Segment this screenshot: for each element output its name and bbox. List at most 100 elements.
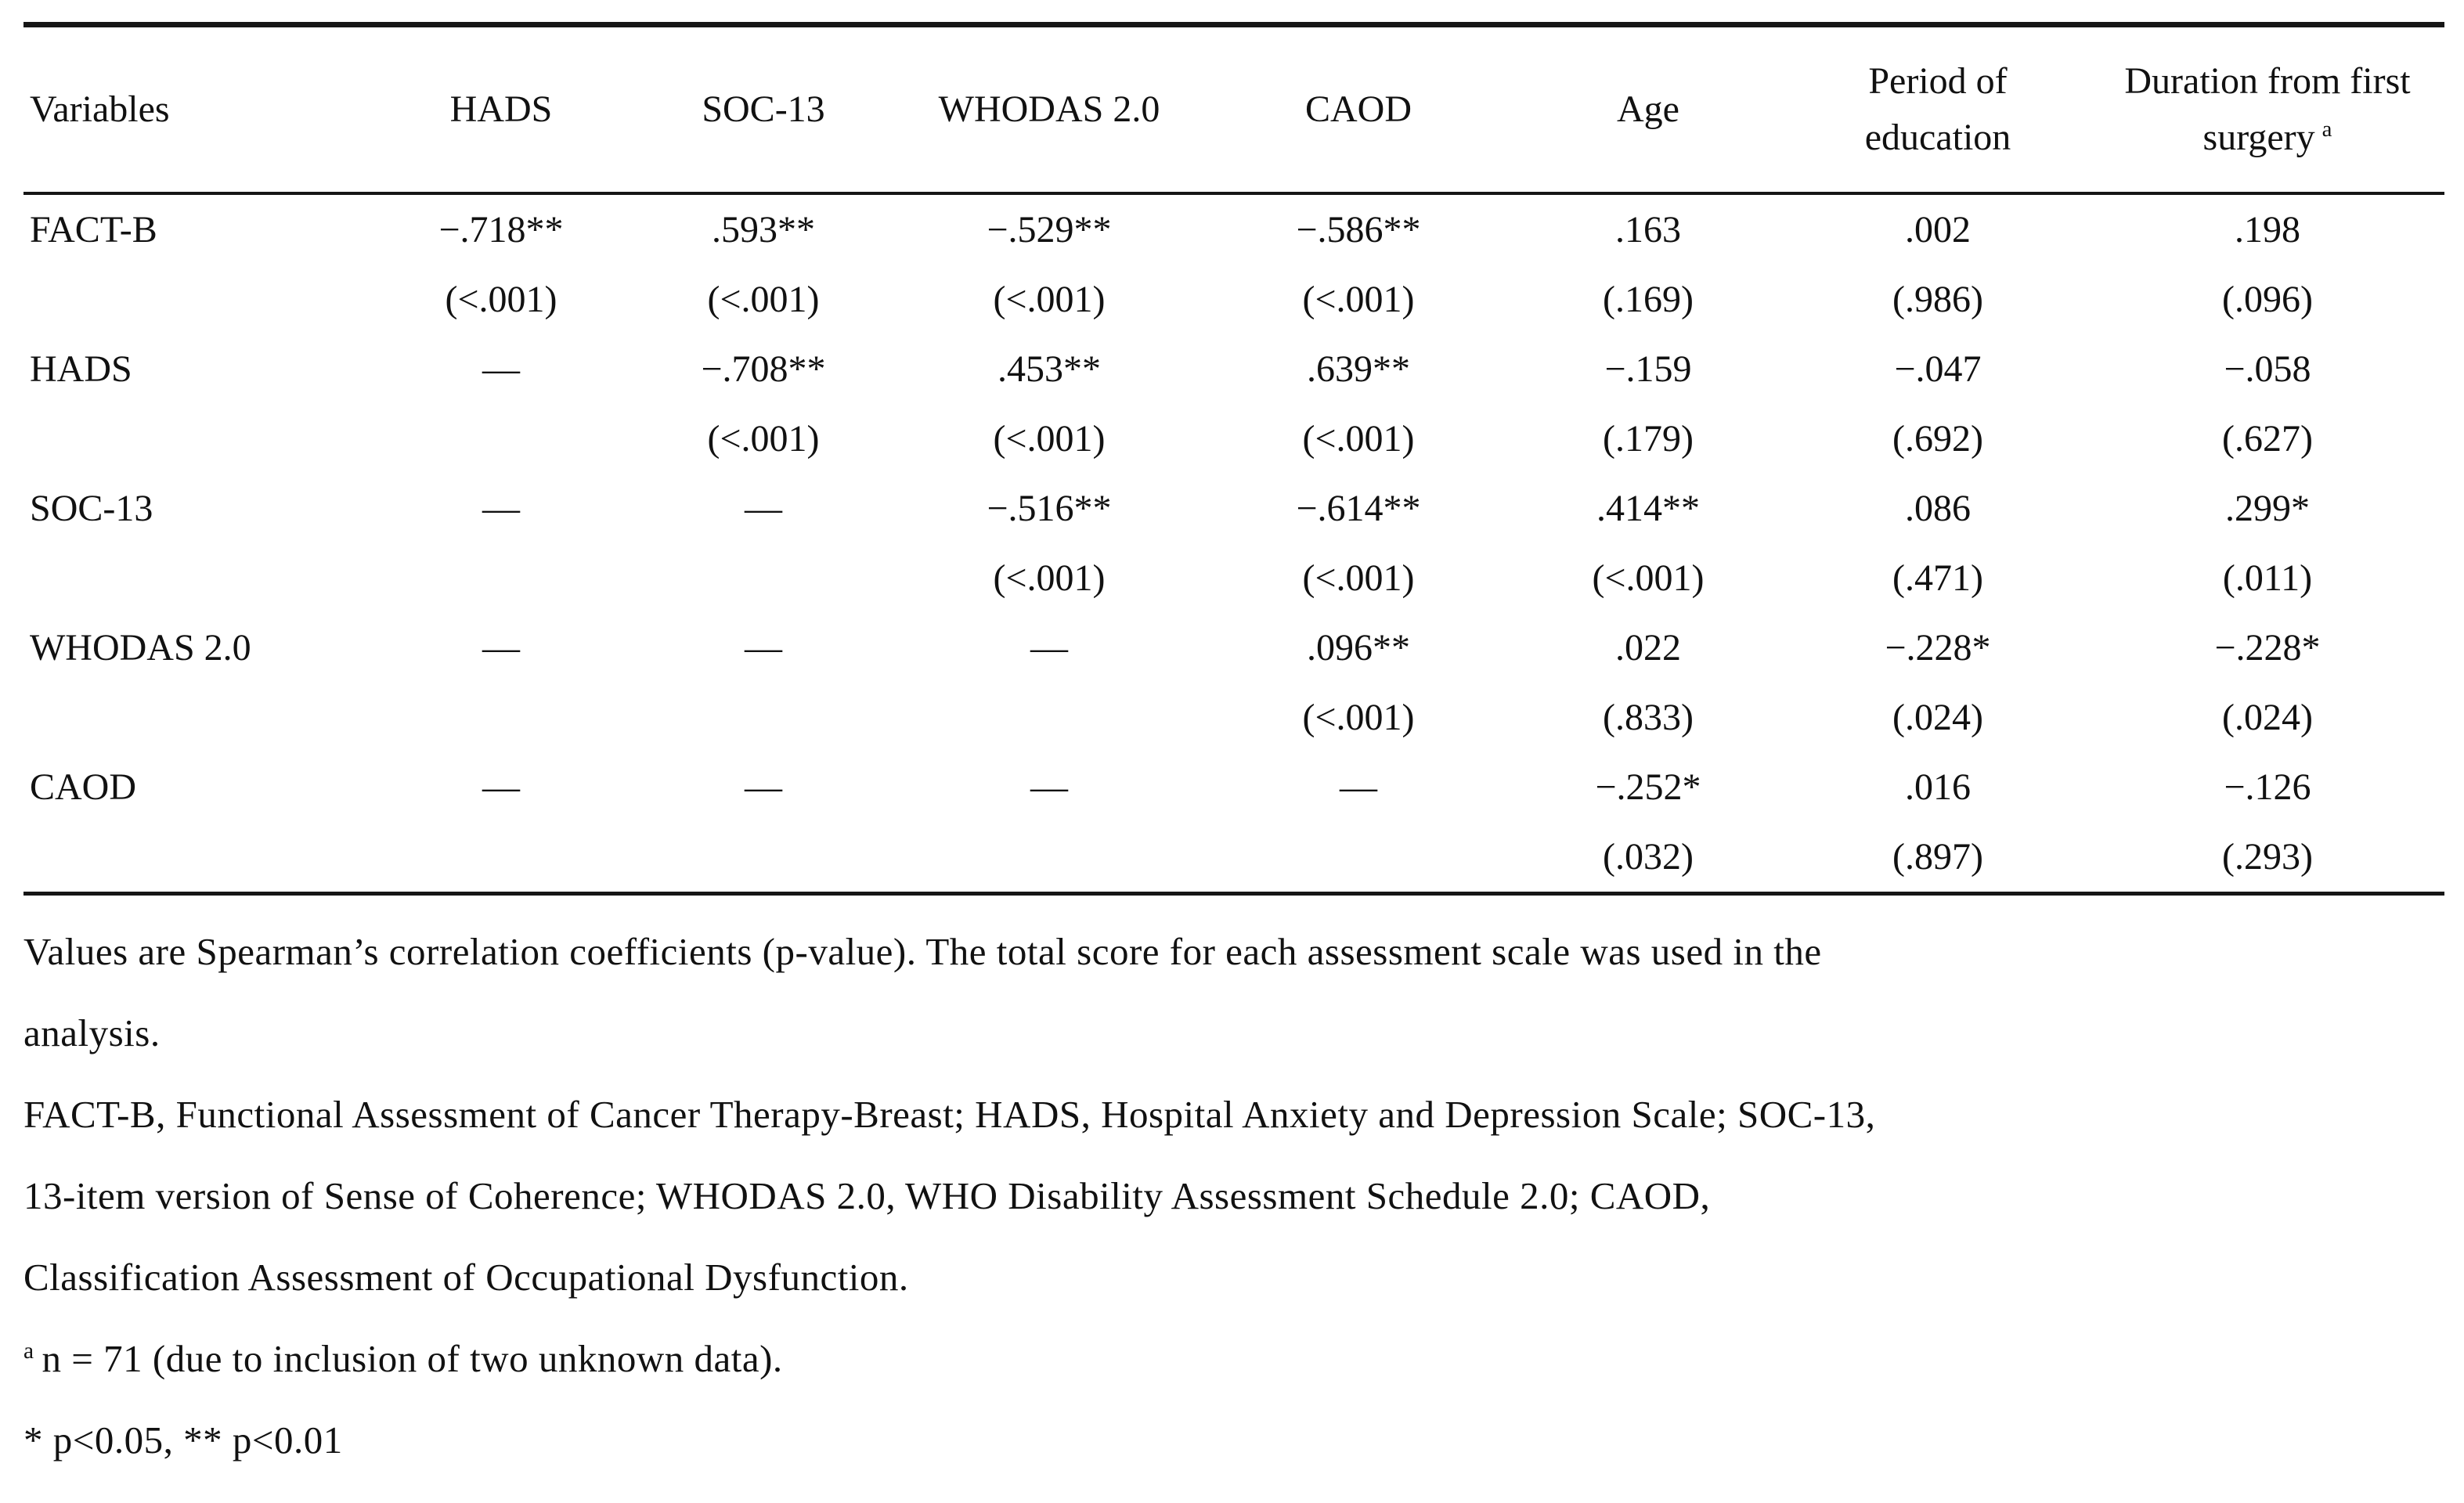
footnote-line: 13-item version of Sense of Coherence; W… [23, 1155, 2444, 1237]
coefficient-value: — [745, 488, 782, 529]
coefficient-value: .414** [1596, 488, 1700, 529]
coefficient-value: −.228* [2214, 627, 2321, 669]
p-value: (<.001) [707, 279, 820, 320]
column-header: Variables [23, 25, 368, 194]
coefficient-value: −.614** [1296, 488, 1421, 529]
coefficient-value: .163 [1615, 209, 1681, 250]
data-cell: −.516** (<.001) [893, 474, 1206, 613]
p-value: (.011) [2222, 557, 2313, 599]
data-cell: .639** (<.001) [1206, 334, 1511, 474]
variable-label: CAOD [30, 766, 137, 808]
table-row: HADS — −.708** (<.001) .453** (<.001) .6… [23, 334, 2444, 474]
column-header-label: HADS [449, 88, 553, 130]
data-cell: −.718** (<.001) [368, 193, 634, 334]
p-value [368, 822, 634, 892]
coefficient-value: — [745, 766, 782, 808]
footnote-text: n = 71 (due to inclusion of two unknown … [41, 1337, 783, 1380]
coefficient-value: .086 [1905, 488, 1971, 529]
data-cell: −.159 (.179) [1511, 334, 1785, 474]
coefficient-value: −.718** [438, 209, 564, 250]
variable-cell: FACT-B [23, 193, 368, 334]
header-row: Variables HADS SOC-13 WHODAS 2.0 CAOD Age Peri… [23, 25, 2444, 194]
p-value: (<.001) [445, 279, 557, 320]
p-value: (.024) [2222, 697, 2313, 738]
footnote-text: analysis. [23, 1011, 161, 1054]
data-cell: — [368, 752, 634, 894]
data-cell: −.708** (<.001) [634, 334, 893, 474]
column-header: Period of education [1785, 25, 2091, 194]
data-cell: .022 (.833) [1511, 613, 1785, 752]
column-header-label: Variables [30, 88, 170, 130]
p-value: (<.001) [1302, 279, 1415, 320]
coefficient-value: −.159 [1604, 348, 1692, 390]
coefficient-value: −.228* [1885, 627, 1991, 669]
p-value: (.293) [2222, 836, 2313, 878]
data-cell: −.047 (.692) [1785, 334, 2091, 474]
variable-label: FACT-B [30, 209, 157, 250]
data-cell: .163 (.169) [1511, 193, 1785, 334]
column-header: Age [1511, 25, 1785, 194]
data-cell: .016 (.897) [1785, 752, 2091, 894]
coefficient-value: .022 [1615, 627, 1681, 669]
data-cell: — [634, 752, 893, 894]
data-cell: — [368, 613, 634, 752]
p-value [634, 543, 893, 613]
coefficient-value: −.708** [701, 348, 826, 390]
data-cell: −.586** (<.001) [1206, 193, 1511, 334]
column-header: HADS [368, 25, 634, 194]
coefficient-value: — [482, 488, 520, 529]
data-cell: .593** (<.001) [634, 193, 893, 334]
p-value: (.692) [1892, 418, 1983, 460]
variable-cell: CAOD [23, 752, 368, 894]
data-cell: −.614** (<.001) [1206, 474, 1511, 613]
p-value [634, 683, 893, 752]
footnote-line: * p<0.05, ** p<0.01 [23, 1400, 2444, 1481]
p-value: (.169) [1603, 279, 1694, 320]
p-value [893, 822, 1206, 892]
p-value: (.179) [1603, 418, 1694, 460]
data-cell: −.252* (.032) [1511, 752, 1785, 894]
p-value: (<.001) [993, 418, 1106, 460]
p-value: (<.001) [993, 557, 1106, 599]
table-row: FACT-B −.718** (<.001) .593** (<.001) −.… [23, 193, 2444, 334]
coefficient-value: .453** [998, 348, 1101, 390]
data-cell: .453** (<.001) [893, 334, 1206, 474]
variable-cell: HADS [23, 334, 368, 474]
data-cell: .086 (.471) [1785, 474, 2091, 613]
coefficient-value: −.252* [1595, 766, 1701, 808]
p-value [368, 543, 634, 613]
coefficient-value: .299* [2225, 488, 2310, 529]
coefficient-value: −.516** [987, 488, 1112, 529]
data-cell: −.228* (.024) [2091, 613, 2444, 752]
coefficient-value: .002 [1905, 209, 1971, 250]
coefficient-value: −.586** [1296, 209, 1421, 250]
data-cell: .299* (.011) [2091, 474, 2444, 613]
coefficient-value: .016 [1905, 766, 1971, 808]
data-cell: — [368, 474, 634, 613]
data-cell: .414** (<.001) [1511, 474, 1785, 613]
p-value: (<.001) [1302, 557, 1415, 599]
p-value: (<.001) [993, 279, 1106, 320]
p-value [634, 822, 893, 892]
footnote-line: analysis. [23, 993, 2444, 1074]
p-value: (.986) [1892, 279, 1983, 320]
footnote-text: 13-item version of Sense of Coherence; W… [23, 1174, 1711, 1217]
coefficient-value: — [1030, 627, 1068, 669]
column-header-label: Age [1617, 88, 1679, 130]
coefficient-value: −.058 [2224, 348, 2311, 390]
p-value: (.627) [2222, 418, 2313, 460]
footnote-text: * p<0.05, ** p<0.01 [23, 1418, 343, 1462]
data-cell: — [368, 334, 634, 474]
footnote-text: FACT-B, Functional Assessment of Cancer … [23, 1093, 1876, 1136]
table-row: CAOD — — — — −.252* (.032) .016 (.897) −… [23, 752, 2444, 894]
coefficient-value: — [745, 627, 782, 669]
table-body: FACT-B −.718** (<.001) .593** (<.001) −.… [23, 193, 2444, 894]
column-header-label: SOC-13 [702, 88, 825, 130]
variable-label: HADS [30, 348, 132, 390]
coefficient-value: .593** [712, 209, 815, 250]
column-header-superscript: a [2321, 117, 2332, 142]
column-header: CAOD [1206, 25, 1511, 194]
coefficient-value: — [482, 348, 520, 390]
footnote-line: Classification Assessment of Occupationa… [23, 1237, 2444, 1318]
